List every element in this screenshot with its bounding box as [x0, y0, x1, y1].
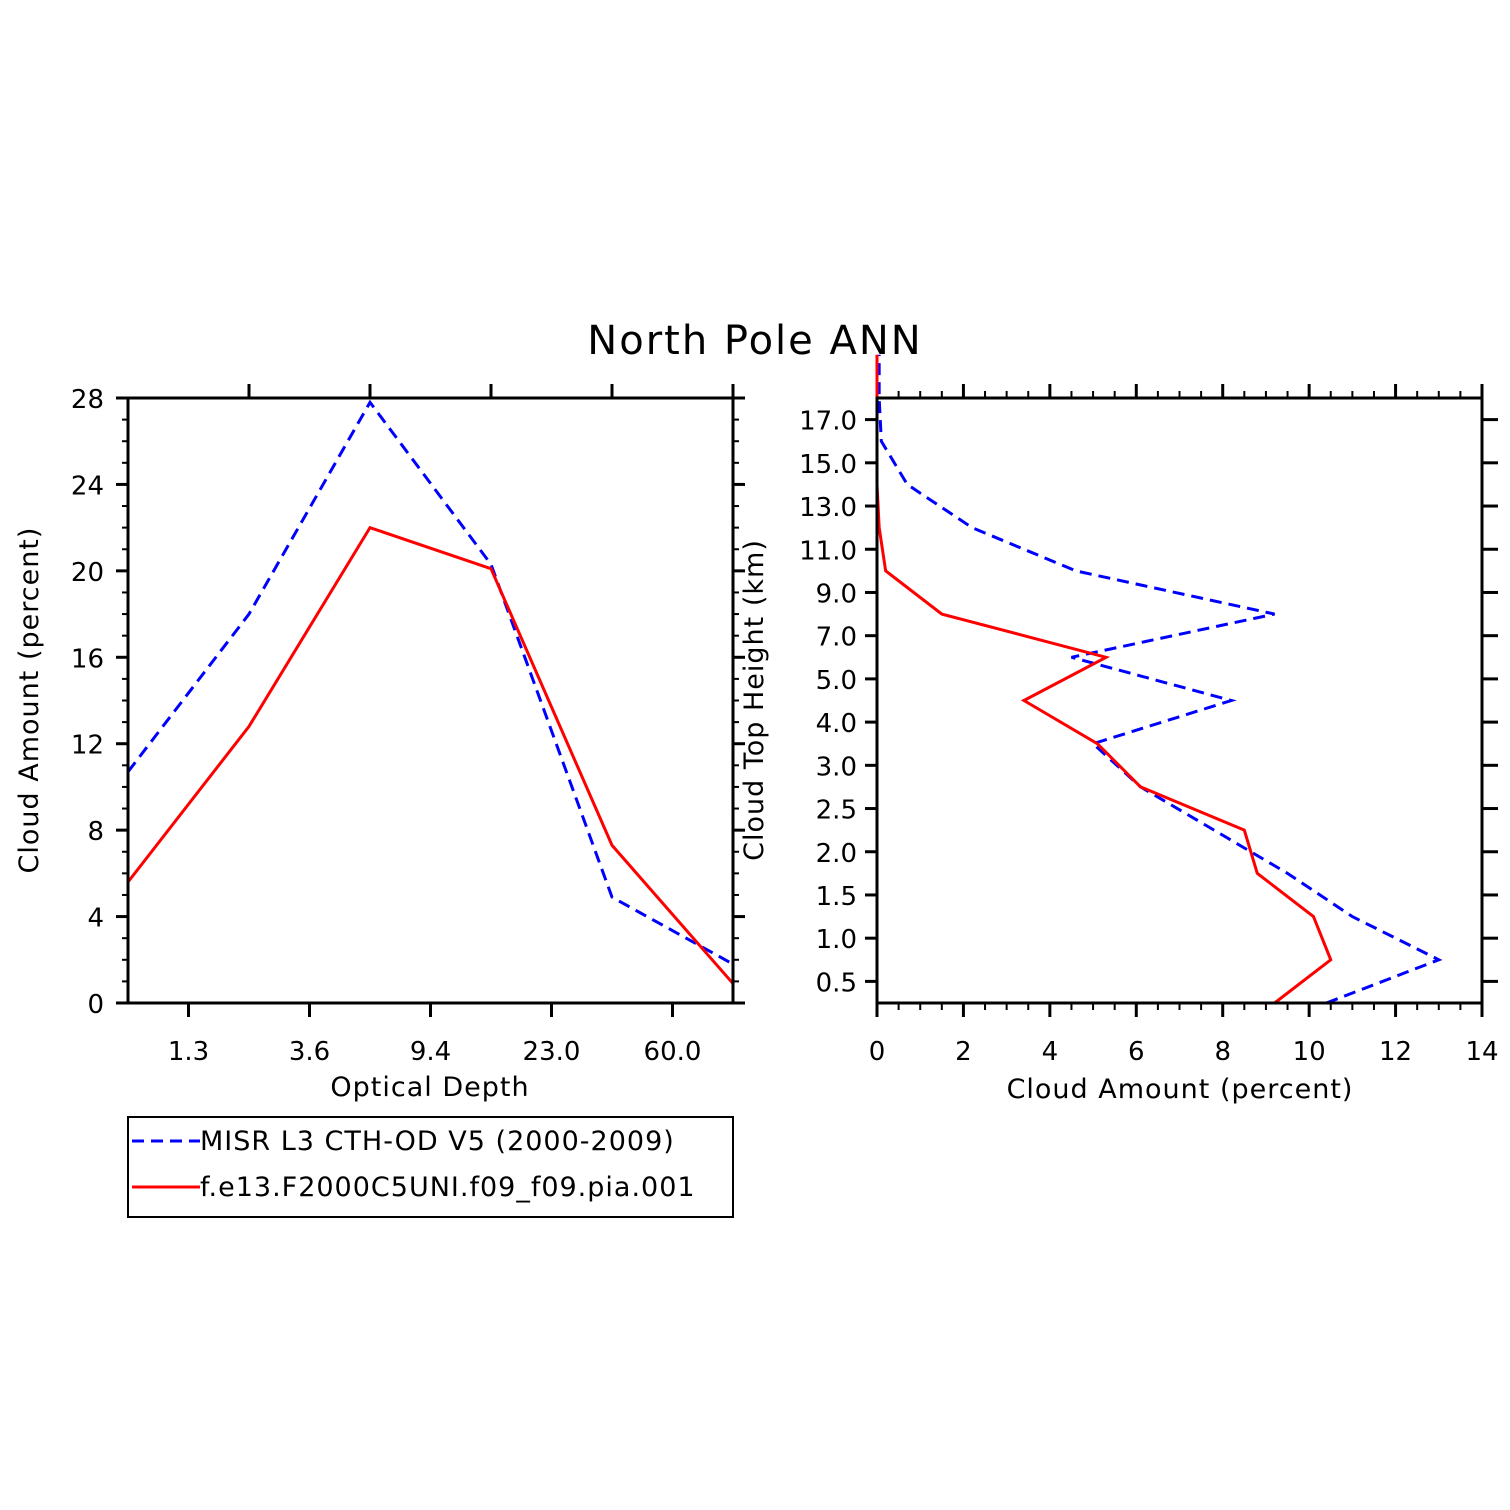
right-x-tick-label: 8: [1214, 1037, 1231, 1067]
right-panel: 0 2 4 6 8 10 12 14 0.5 1.0 1.5 2.0 2.5 3.0 4.0 5.0 7.0 9.…: [739, 354, 1499, 1105]
right-y-tick-label: 0.5: [816, 968, 857, 998]
left-x-tick-label: 1.3: [168, 1037, 209, 1067]
left-model-series-line: [126, 525, 735, 985]
left-plot-frame: [126, 396, 735, 1005]
left-y-tick-label: 4: [87, 904, 104, 934]
left-y-tick-label: 16: [71, 644, 104, 674]
right-x-tick-label: 4: [1042, 1037, 1059, 1067]
left-y-tick-label: 0: [87, 990, 104, 1020]
chart-title: North Pole ANN: [587, 318, 922, 364]
left-series-lines: [126, 399, 735, 985]
right-tick-labels: 0 2 4 6 8 10 12 14 0.5 1.0 1.5 2.0 2.5 3.0 4.0 5.0 7.0 9.…: [799, 407, 1498, 1067]
legend-model-label: f.e13.F2000C5UNI.f09_f09.pia.001: [200, 1172, 696, 1203]
left-x-tick-label: 9.4: [410, 1037, 451, 1067]
left-y-axis-label: Cloud Amount (percent): [14, 527, 45, 874]
left-obs-series-line: [126, 399, 734, 966]
right-x-tick-label: 14: [1465, 1037, 1498, 1067]
right-x-tick-label: 10: [1293, 1037, 1326, 1067]
right-obs-series-line: [877, 354, 1443, 1005]
right-y-tick-label: 15.0: [799, 450, 857, 480]
left-y-tick-label: 8: [87, 817, 104, 847]
right-model-series-line: [875, 354, 1333, 1005]
left-y-tick-label: 20: [71, 558, 104, 588]
right-y-tick-label: 1.5: [816, 882, 857, 912]
right-y-tick-label: 4.0: [816, 709, 857, 739]
legend-obs-label: MISR L3 CTH-OD V5 (2000-2009): [200, 1126, 675, 1157]
right-y-tick-label: 5.0: [816, 666, 857, 696]
right-x-tick-label: 2: [955, 1037, 972, 1067]
legend-box: [127, 1116, 734, 1218]
right-y-tick-label: 9.0: [816, 579, 857, 609]
right-x-tick-label: 12: [1379, 1037, 1412, 1067]
left-axis-ticks: [116, 384, 745, 1017]
left-panel: 0 4 8 12 16 20 24 28 1.3 3.6 9.4 23.0 60.0 Optical D…: [14, 384, 745, 1103]
left-x-axis-label: Optical Depth: [330, 1072, 529, 1103]
left-x-tick-label: 3.6: [289, 1037, 330, 1067]
right-y-tick-label: 13.0: [799, 493, 857, 523]
right-y-tick-label: 3.0: [816, 752, 857, 782]
right-plot-frame: [875, 396, 1484, 1005]
right-series-lines: [875, 354, 1443, 1005]
right-y-tick-label: 17.0: [799, 407, 857, 437]
left-x-tick-label: 23.0: [523, 1037, 581, 1067]
left-y-tick-label: 28: [71, 385, 104, 415]
right-y-tick-label: 2.0: [816, 839, 857, 869]
right-y-tick-label: 11.0: [799, 536, 857, 566]
left-y-tick-label: 24: [71, 471, 104, 501]
right-axis-ticks: [865, 384, 1498, 1017]
right-y-tick-label: 7.0: [816, 623, 857, 653]
right-x-axis-label: Cloud Amount (percent): [1007, 1074, 1354, 1105]
left-y-tick-label: 12: [71, 731, 104, 761]
right-x-tick-label: 6: [1128, 1037, 1145, 1067]
left-x-tick-label: 60.0: [644, 1037, 702, 1067]
legend: MISR L3 CTH-OD V5 (2000-2009) f.e13.F200…: [127, 1116, 734, 1218]
right-y-tick-label: 1.0: [816, 925, 857, 955]
right-x-tick-label: 0: [869, 1037, 886, 1067]
right-y-axis-label: Cloud Top Height (km): [739, 539, 770, 861]
left-tick-labels: 0 4 8 12 16 20 24 28 1.3 3.6 9.4 23.0 60.0: [71, 385, 702, 1067]
right-y-tick-label: 2.5: [816, 796, 857, 826]
